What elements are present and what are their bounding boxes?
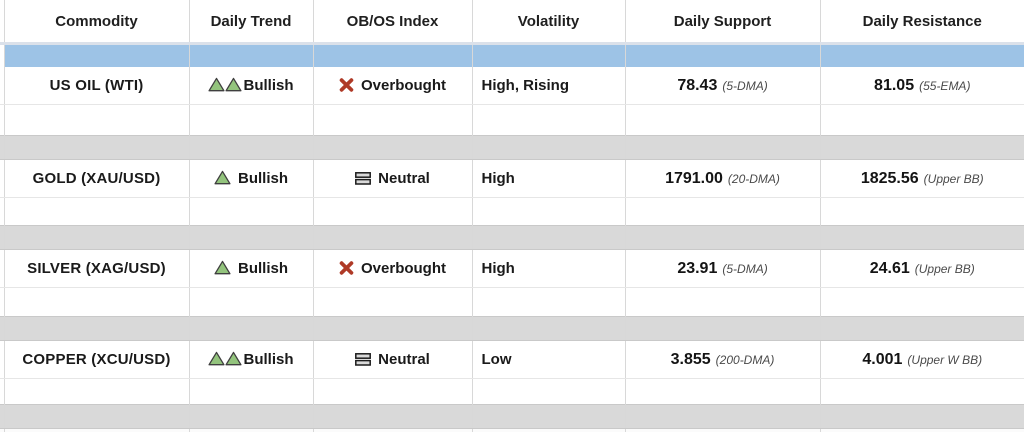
obos-label: Neutral [378,170,430,187]
support-value: 3.855 [670,350,711,368]
spacer-row [0,378,1024,405]
support-value: 78.43 [677,76,718,94]
daily-trend-cell: Bullish [188,67,313,105]
table-row-copper: COPPER (XCU/USD) Bullish Neutral Low 3.8… [0,340,1024,379]
trend-label: Bullish [243,351,294,368]
section-band-gray [0,225,1024,250]
bullish-triangle-icon [208,351,243,368]
commodity-cell: SILVER (XAG/USD) [3,249,189,288]
obos-cell: Neutral [312,159,472,198]
column-header-daily-trend: Daily Trend [188,0,313,44]
resistance-basis: (Upper BB) [923,171,984,186]
resistance-value: 24.61 [869,259,910,277]
obos-label: Overbought [361,260,446,277]
resistance-basis: (Upper BB) [914,261,975,276]
daily-support-cell: 3.855 (200-DMA) [624,340,820,379]
commodity-cell: US OIL (WTI) [3,67,189,105]
support-value: 23.91 [677,259,718,277]
neutral-bars-icon [355,351,372,368]
resistance-value: 4.001 [862,350,903,368]
spacer-row [0,197,1024,226]
daily-support-cell: 23.91 (5-DMA) [624,249,820,288]
volatility-cell: High, Rising [471,67,625,105]
bottom-edge [0,428,1024,432]
support-basis: (5-DMA) [722,78,768,93]
volatility-cell: High [471,249,625,288]
trend-label: Bullish [243,77,294,94]
column-header-obos-index: OB/OS Index [312,0,472,44]
trend-label: Bullish [237,170,288,187]
column-header-volatility: Volatility [471,0,625,44]
resistance-value: 1825.56 [860,169,919,187]
volatility-cell: High [471,159,625,198]
daily-resistance-cell: 1825.56 (Upper BB) [819,159,1024,198]
table-row-us-oil: US OIL (WTI) Bullish Overbought High, Ri… [0,67,1024,105]
daily-trend-cell: Bullish [188,340,313,379]
resistance-value: 81.05 [874,76,915,94]
section-band-gray [0,316,1024,341]
support-basis: (200-DMA) [715,352,775,367]
obos-cell: Overbought [312,249,472,288]
overbought-cross-icon [339,77,354,94]
column-header-commodity: Commodity [3,0,189,44]
bullish-triangle-icon [214,170,231,187]
commodity-cell: GOLD (XAU/USD) [3,159,189,198]
bullish-triangle-icon [214,260,231,277]
commodity-cell: COPPER (XCU/USD) [3,340,189,379]
section-band-gray [0,135,1024,160]
resistance-basis: (Upper W BB) [907,352,983,367]
support-basis: (20-DMA) [727,171,780,186]
obos-label: Neutral [378,351,430,368]
bullish-triangle-icon [208,77,243,94]
overbought-cross-icon [339,260,354,277]
neutral-bars-icon [355,170,372,187]
section-band-gray [0,404,1024,429]
daily-trend-cell: Bullish [188,159,313,198]
spacer-row [0,104,1024,136]
daily-trend-cell: Bullish [188,249,313,288]
obos-cell: Neutral [312,340,472,379]
daily-resistance-cell: 4.001 (Upper W BB) [819,340,1024,379]
section-band-blue [0,42,1024,67]
daily-support-cell: 78.43 (5-DMA) [624,67,820,105]
column-header-daily-resistance: Daily Resistance [819,0,1024,44]
table-row-gold: GOLD (XAU/USD) Bullish Neutral High 1791… [0,159,1024,198]
support-value: 1791.00 [665,169,723,187]
daily-resistance-cell: 81.05 (55-EMA) [819,67,1024,105]
spacer-row [0,287,1024,317]
support-basis: (5-DMA) [722,261,768,276]
table-row-silver: SILVER (XAG/USD) Bullish Overbought High… [0,249,1024,288]
resistance-basis: (55-EMA) [919,78,971,93]
volatility-cell: Low [471,340,625,379]
header-row: Commodity Daily Trend OB/OS Index Volati… [0,0,1024,44]
daily-support-cell: 1791.00 (20-DMA) [624,159,820,198]
trend-label: Bullish [237,260,288,277]
obos-label: Overbought [361,77,446,94]
obos-cell: Overbought [312,67,472,105]
daily-resistance-cell: 24.61 (Upper BB) [819,249,1024,288]
column-header-daily-support: Daily Support [624,0,820,44]
